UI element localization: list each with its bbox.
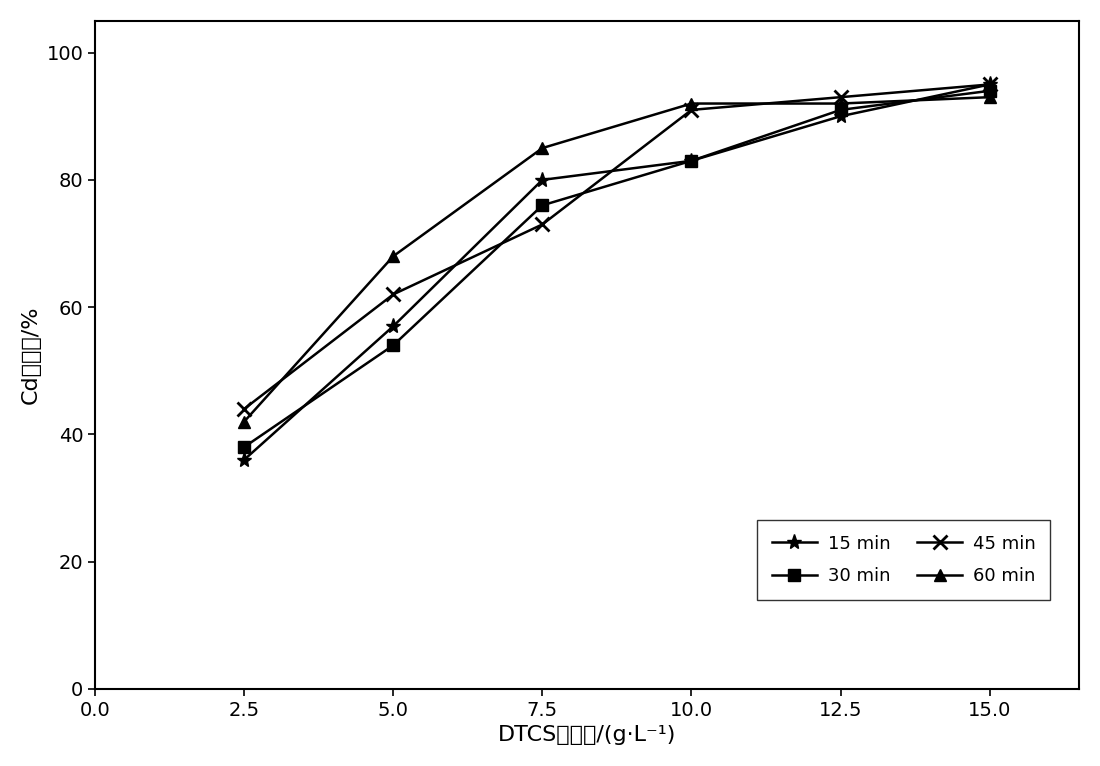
X-axis label: DTCS投加量/(g·L⁻¹): DTCS投加量/(g·L⁻¹) xyxy=(498,725,676,745)
30 min xyxy=(685,156,698,165)
Y-axis label: Cd去除率/%: Cd去除率/% xyxy=(21,306,41,404)
30 min xyxy=(536,201,549,210)
30 min xyxy=(983,87,997,96)
60 min xyxy=(685,99,698,108)
Line: 30 min: 30 min xyxy=(239,85,996,453)
Legend: 15 min, 30 min, 45 min, 60 min: 15 min, 30 min, 45 min, 60 min xyxy=(757,520,1050,600)
45 min xyxy=(387,290,400,299)
60 min xyxy=(834,99,847,108)
Line: 60 min: 60 min xyxy=(238,91,996,428)
15 min xyxy=(387,322,400,331)
30 min xyxy=(238,443,251,452)
15 min xyxy=(834,112,847,121)
30 min xyxy=(387,341,400,350)
45 min xyxy=(983,80,997,89)
15 min xyxy=(238,455,251,464)
45 min xyxy=(536,220,549,229)
60 min xyxy=(983,93,997,102)
45 min xyxy=(685,105,698,114)
15 min xyxy=(536,175,549,185)
60 min xyxy=(536,143,549,152)
30 min xyxy=(834,105,847,114)
Line: 45 min: 45 min xyxy=(238,77,997,416)
45 min xyxy=(834,93,847,102)
45 min xyxy=(238,404,251,414)
15 min xyxy=(983,80,997,89)
15 min xyxy=(685,156,698,165)
60 min xyxy=(238,417,251,426)
60 min xyxy=(387,251,400,260)
Line: 15 min: 15 min xyxy=(236,77,998,467)
